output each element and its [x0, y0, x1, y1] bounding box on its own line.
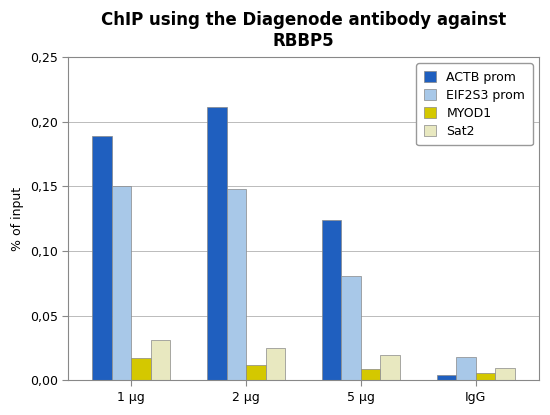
Bar	[456, 357, 476, 381]
Y-axis label: % of input: % of input	[11, 187, 24, 251]
Bar	[342, 276, 361, 381]
Title: ChIP using the Diagenode antibody against
RBBP5: ChIP using the Diagenode antibody agains…	[101, 11, 506, 50]
Bar	[151, 340, 170, 381]
Bar	[495, 368, 515, 381]
Bar	[227, 189, 246, 381]
Bar	[266, 348, 285, 381]
Bar	[207, 107, 227, 381]
Bar	[92, 136, 112, 381]
Bar	[246, 365, 266, 381]
Bar	[131, 359, 151, 381]
Bar	[437, 375, 456, 381]
Bar	[381, 354, 400, 381]
Bar	[476, 373, 495, 381]
Bar	[322, 220, 342, 381]
Bar	[112, 186, 131, 381]
Bar	[361, 369, 381, 381]
Legend: ACTB prom, EIF2S3 prom, MYOD1, Sat2: ACTB prom, EIF2S3 prom, MYOD1, Sat2	[416, 63, 532, 145]
